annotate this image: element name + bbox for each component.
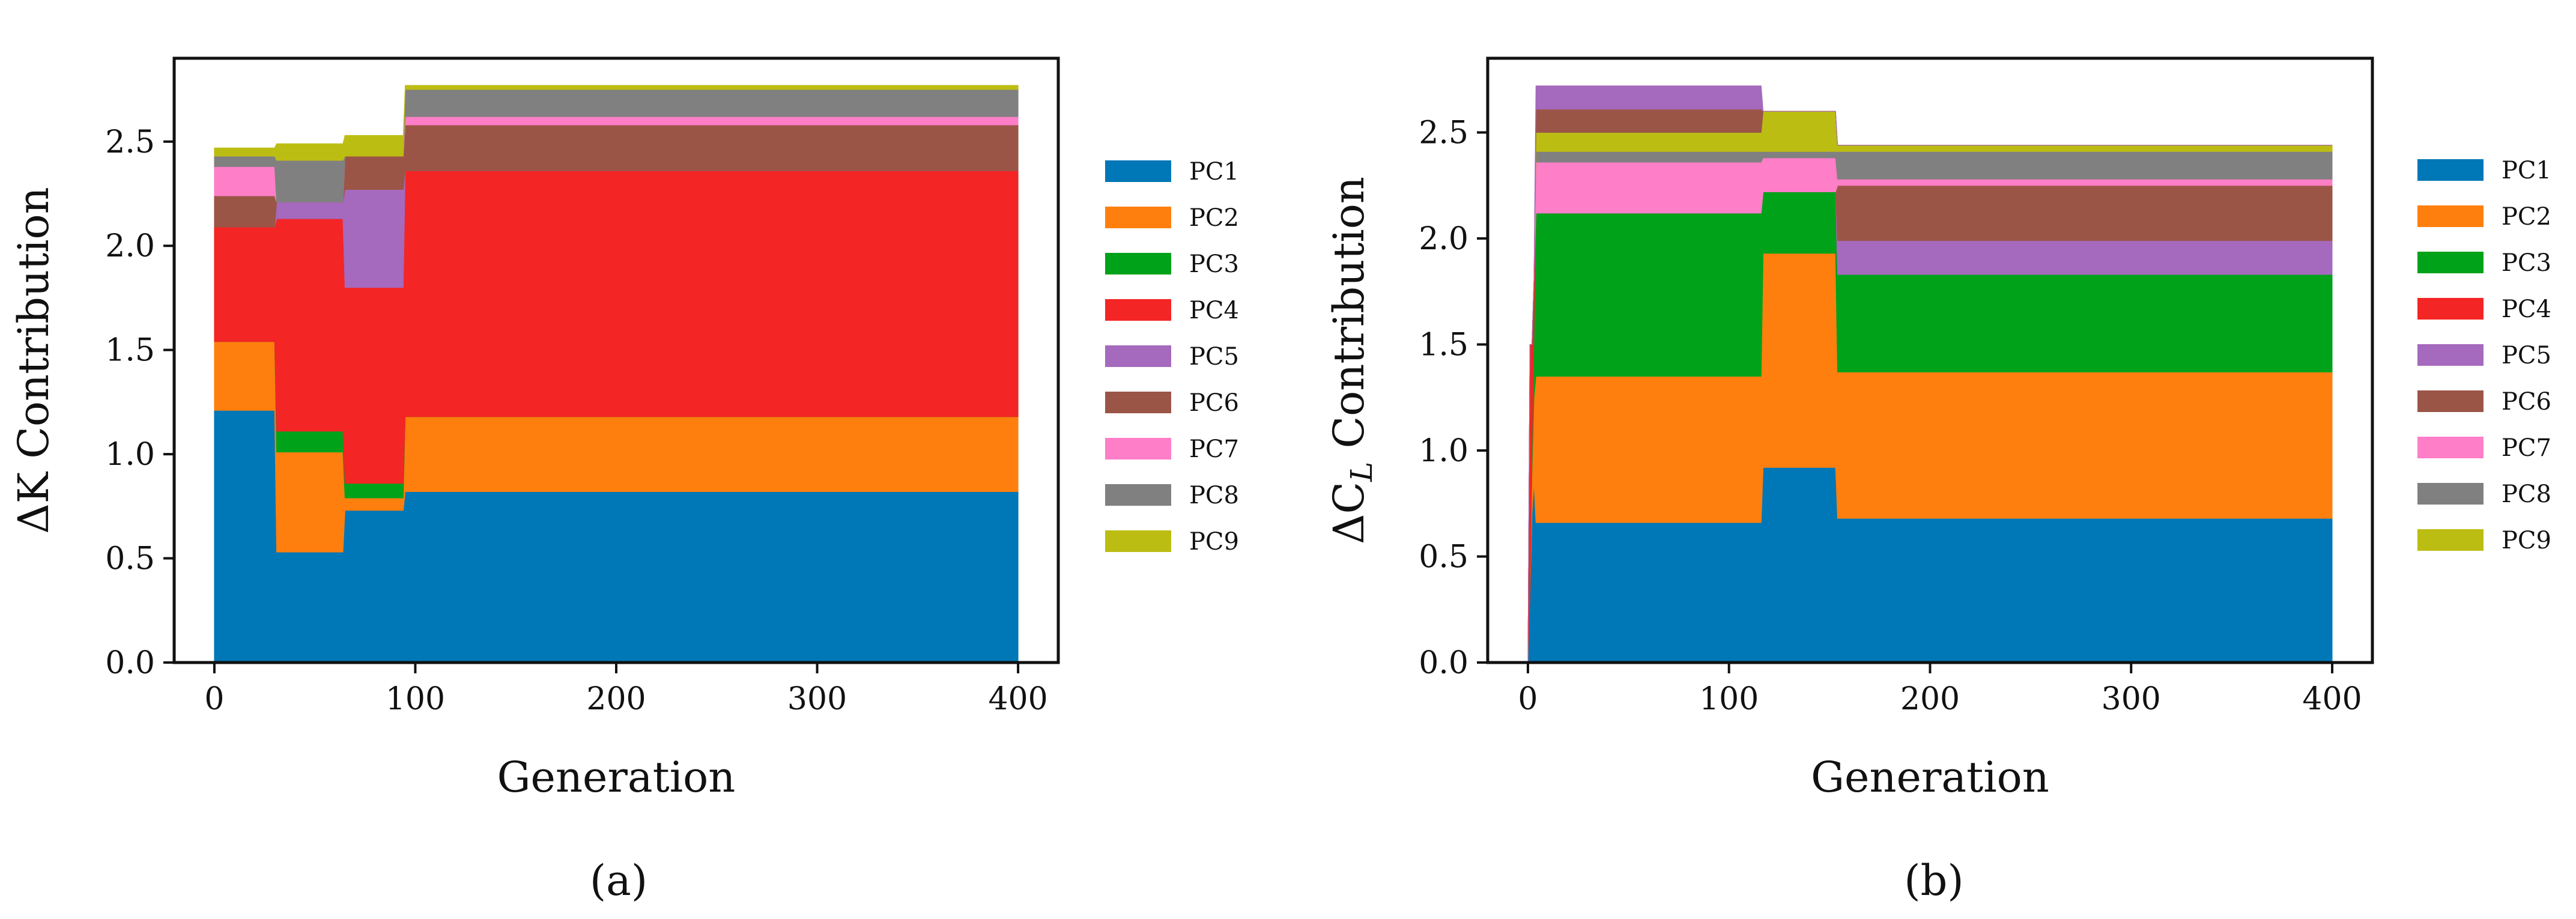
x-tick-label: 100 [386, 681, 445, 717]
x-tick-label: 200 [1900, 681, 1960, 717]
legend-label-pc6: PC6 [2502, 388, 2551, 416]
legend-swatch-pc1 [1105, 160, 1171, 182]
legend-label-pc2: PC2 [1189, 204, 1239, 232]
legend-swatch-pc4 [2417, 298, 2484, 320]
x-tick-label: 100 [1699, 681, 1759, 717]
area-pc5-top [1527, 85, 2332, 663]
legend-swatch-pc3 [1105, 253, 1171, 274]
chart-panel-a: 0 100 200 300 400 0.0 0.5 1.0 1.5 2.0 2.5 Generatio… [9, 56, 1239, 802]
legend-swatch-pc5 [2417, 344, 2484, 366]
y-tick-label: 2.5 [105, 124, 155, 160]
x-axis-label: Generation [1811, 753, 2049, 802]
y-tick-label: 0.5 [1419, 539, 1468, 575]
x-axis-label: Generation [497, 753, 736, 802]
area-pc9 [214, 85, 1019, 161]
legend-label-pc9: PC9 [1189, 528, 1239, 556]
legend-swatch-pc9 [2417, 529, 2484, 551]
legend-swatch-pc5 [1105, 345, 1171, 367]
legend-label-pc4: PC4 [2502, 296, 2551, 323]
y-tick-label: 1.0 [105, 437, 155, 473]
legend-swatch-pc7 [1105, 438, 1171, 460]
legend-swatch-pc7 [2417, 437, 2484, 458]
chart-panel-b: 0 100 200 300 400 0.0 0.5 1.0 1.5 2.0 2.5 Generatio… [1324, 56, 2551, 802]
y-tick-label: 0.5 [105, 541, 155, 577]
x-tick-label: 0 [1518, 681, 1538, 717]
x-tick-label: 300 [787, 681, 847, 717]
legend-swatch-pc2 [1105, 207, 1171, 228]
legend-label-pc8: PC8 [2502, 481, 2551, 508]
y-tick-label: 0.0 [105, 645, 155, 681]
legend-swatch-pc1 [2417, 159, 2484, 181]
y-axis-label: ΔK Contribution [9, 187, 58, 534]
legend-swatch-pc8 [1105, 484, 1171, 506]
legend-swatch-pc6 [1105, 392, 1171, 413]
y-tick-label: 0.0 [1419, 645, 1468, 681]
x-tick-label: 400 [988, 681, 1047, 717]
legend-label-pc7: PC7 [2502, 434, 2551, 462]
x-tick-label: 200 [586, 681, 646, 717]
legend-swatch-pc9 [1105, 530, 1171, 552]
legend-label-pc3: PC3 [2502, 249, 2551, 277]
legend-label-pc9: PC9 [2502, 527, 2551, 554]
x-tick-label: 0 [204, 681, 224, 717]
y-tick-label: 2.0 [105, 228, 155, 264]
legend-label-pc4: PC4 [1189, 297, 1239, 324]
legend-swatch-pc8 [2417, 483, 2484, 505]
legend-swatch-pc2 [2417, 205, 2484, 227]
legend-label-pc5: PC5 [1189, 343, 1239, 371]
legend: PC1 PC2 PC3 PC4 PC5 PC6 PC7 PC8 PC9 [2417, 157, 2551, 554]
legend-label-pc2: PC2 [2502, 203, 2551, 231]
y-tick-label: 2.0 [1419, 221, 1468, 257]
panel-label-b: (b) [1904, 856, 1963, 905]
legend-swatch-pc3 [2417, 252, 2484, 273]
panel-label-a: (a) [590, 856, 647, 905]
legend-label-pc6: PC6 [1189, 389, 1239, 417]
legend-label-pc1: PC1 [2502, 157, 2551, 184]
legend: PC1 PC2 PC3 PC4 PC5 PC6 PC7 PC8 PC9 [1105, 158, 1239, 556]
y-tick-label: 2.5 [1419, 115, 1468, 151]
x-tick-label: 300 [2102, 681, 2161, 717]
stacked-areas [214, 85, 1019, 663]
y-tick-label: 1.0 [1419, 433, 1468, 469]
x-tick-label: 400 [2302, 681, 2362, 717]
legend-swatch-pc4 [1105, 299, 1171, 321]
legend-swatch-pc6 [2417, 390, 2484, 412]
stacked-areas [1527, 85, 2333, 663]
y-tick-label: 1.5 [105, 333, 155, 369]
legend-label-pc1: PC1 [1189, 158, 1239, 186]
legend-label-pc3: PC3 [1189, 250, 1239, 278]
y-tick-label: 1.5 [1419, 327, 1468, 363]
legend-label-pc5: PC5 [2502, 342, 2551, 369]
legend-label-pc8: PC8 [1189, 482, 1239, 509]
legend-label-pc7: PC7 [1189, 435, 1239, 463]
y-axis-label: ΔCL Contribution [1324, 177, 1379, 544]
